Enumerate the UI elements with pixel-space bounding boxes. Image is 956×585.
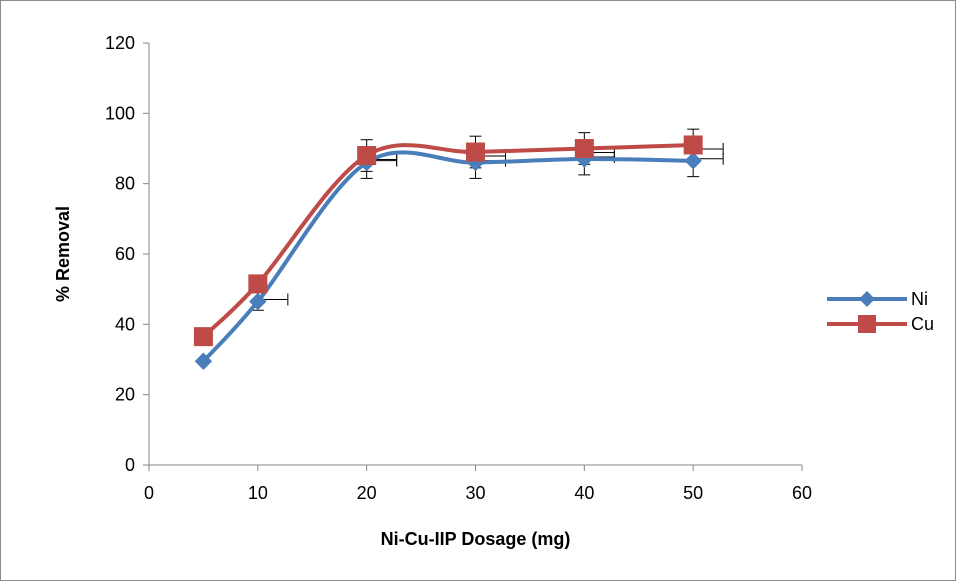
- cu-series-line: [202, 142, 694, 339]
- axes: 0 20 40 60 80 100 120 0 10 20 30 40 50 60: [105, 33, 812, 503]
- cu-data-point: [357, 146, 377, 166]
- y-tick-label: 100: [105, 103, 135, 123]
- x-tick-label: 20: [357, 483, 377, 503]
- legend-entry-ni: Ni: [827, 289, 928, 309]
- legend-entry-cu: Cu: [827, 314, 934, 334]
- y-tick-label: 40: [115, 314, 135, 334]
- error-bars: [251, 128, 724, 311]
- ni-data-point: [684, 152, 702, 170]
- y-tick-label: 0: [125, 455, 135, 475]
- y-tick-label: 80: [115, 174, 135, 194]
- legend: Ni Cu: [827, 289, 934, 334]
- legend-label-ni: Ni: [911, 289, 928, 309]
- series-markers: [193, 135, 703, 370]
- x-tick-label: 0: [144, 483, 154, 503]
- legend-swatch-marker-cu: [858, 315, 876, 333]
- x-axis-title: Ni-Cu-IIP Dosage (mg): [381, 529, 571, 549]
- cu-data-point: [466, 142, 485, 162]
- cu-data-point: [574, 139, 594, 158]
- x-tick-label: 50: [683, 483, 703, 503]
- x-tick-label: 30: [465, 483, 485, 503]
- cu-data-point: [248, 274, 268, 294]
- cu-data-point: [193, 327, 213, 347]
- x-tick-label: 40: [574, 483, 594, 503]
- series-lines: [201, 142, 694, 363]
- legend-label-cu: Cu: [911, 314, 934, 334]
- ni-data-point: [249, 292, 267, 311]
- x-tick-label: 60: [792, 483, 812, 503]
- x-tick-label: 10: [248, 483, 268, 503]
- ni-data-point: [194, 352, 213, 370]
- y-tick-label: 60: [115, 244, 135, 264]
- y-axis-title: % Removal: [53, 206, 73, 302]
- legend-swatch-marker-ni: [859, 291, 875, 307]
- y-tick-label: 120: [105, 33, 135, 53]
- cu-data-point: [683, 135, 703, 155]
- y-tick-label: 20: [115, 385, 135, 405]
